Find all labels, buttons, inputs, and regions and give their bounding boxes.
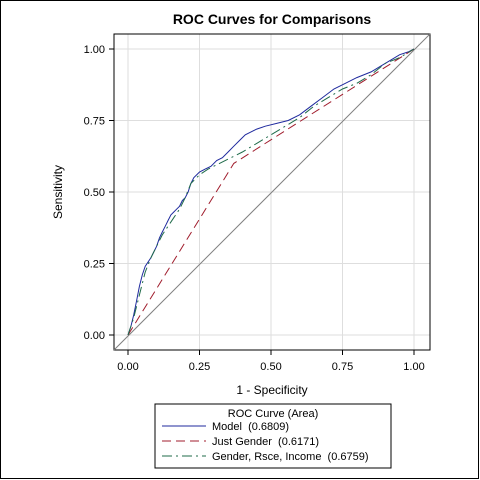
reference-diagonal <box>113 33 431 351</box>
x-tick-label: 0.50 <box>260 361 281 373</box>
x-axis-label: 1 - Specificity <box>236 383 307 397</box>
y-axis-ticks: 0.00 0.25 0.50 0.75 1.00 <box>84 44 114 342</box>
legend-title: ROC Curve (Area) <box>228 408 318 420</box>
legend-label-2: Just Gender (0.6171) <box>212 436 319 448</box>
series-line-3 <box>127 48 415 336</box>
x-tick-label: 1.00 <box>403 361 424 373</box>
legend-box <box>154 403 392 469</box>
legend-label-1: Model (0.6809) <box>212 421 289 433</box>
x-tick-label: 0.25 <box>189 361 210 373</box>
gridlines <box>114 34 430 350</box>
legend-items: Model (0.6809) Just Gender (0.6171) Gender… <box>162 421 369 463</box>
y-tick-label: 1.00 <box>84 44 105 56</box>
x-tick-label: 0.75 <box>332 361 353 373</box>
series-lines <box>127 48 415 336</box>
y-tick-label: 0.75 <box>84 116 105 128</box>
y-tick-label: 0.25 <box>84 259 105 271</box>
y-tick-label: 0.50 <box>84 187 105 199</box>
y-axis-label: Sensitivity <box>51 165 65 219</box>
legend: ROC Curve (Area) Model (0.6809) Just Gend… <box>154 403 392 469</box>
reference-line <box>113 33 431 351</box>
series-line-2 <box>127 48 415 336</box>
y-tick-label: 0.00 <box>84 330 105 342</box>
x-axis-ticks: 0.00 0.25 0.50 0.75 1.00 <box>117 350 425 373</box>
legend-label-3: Gender, Rsce, Income (0.6759) <box>212 451 369 463</box>
x-tick-label: 0.00 <box>117 361 138 373</box>
chart-title: ROC Curves for Comparisons <box>173 11 372 27</box>
